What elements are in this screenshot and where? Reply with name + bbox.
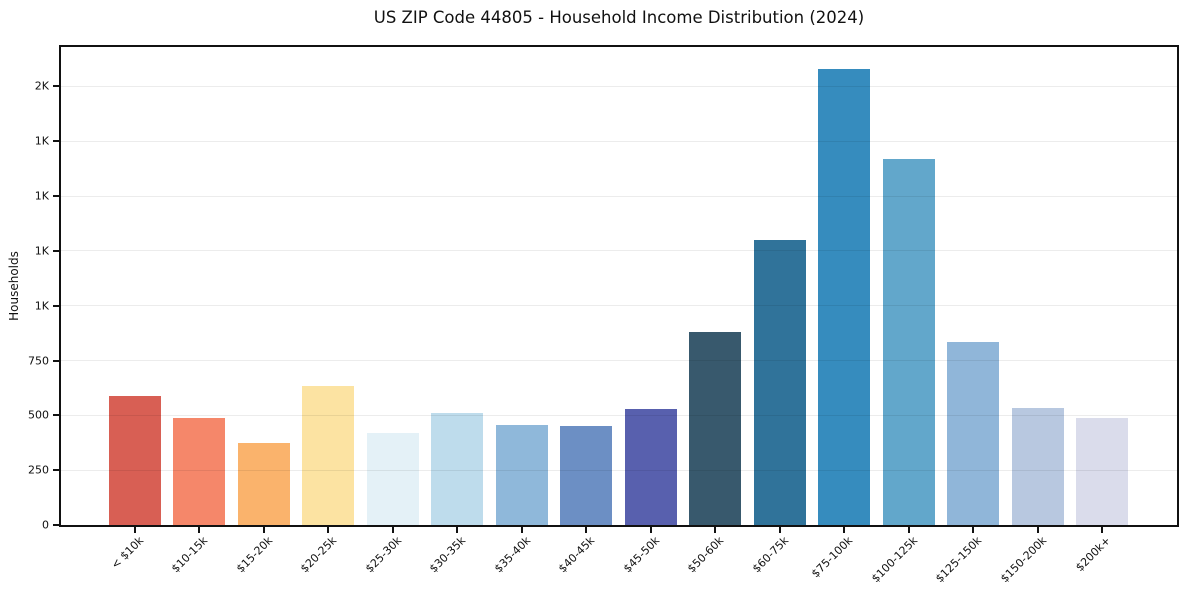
gridline: [61, 250, 1177, 252]
x-tick-mark: [456, 527, 459, 533]
chart-title: US ZIP Code 44805 - Household Income Dis…: [373, 8, 865, 27]
bar: [1076, 418, 1129, 525]
y-tick-label: 1K: [34, 189, 49, 203]
bar: [1011, 408, 1064, 525]
gridline: [61, 195, 1177, 197]
bar: [366, 433, 419, 525]
bar: [109, 395, 161, 525]
y-tick-label: 750: [28, 354, 49, 368]
x-tick-mark: [1101, 527, 1104, 533]
bar: [560, 425, 613, 525]
x-tick-mark: [585, 527, 588, 533]
x-tick-mark: [972, 527, 975, 533]
bar: [689, 332, 742, 525]
bar: [947, 342, 1000, 525]
bar: [624, 409, 677, 525]
gridline: [61, 360, 1177, 362]
x-tick-mark: [327, 527, 330, 533]
x-tick-mark: [778, 527, 781, 533]
y-tick-label: 250: [28, 463, 49, 477]
y-tick-label: 500: [28, 408, 49, 422]
bar: [302, 386, 355, 525]
gridline: [61, 469, 1177, 471]
y-tick-label: 0: [42, 518, 49, 532]
x-tick-mark: [134, 527, 136, 533]
y-tick-mark: [53, 140, 59, 143]
y-tick-mark: [53, 195, 59, 198]
bar: [237, 443, 290, 525]
plot-area: [59, 45, 1179, 527]
gridline: [61, 85, 1177, 87]
gridline: [61, 414, 1177, 416]
y-tick-label: 1K: [34, 134, 49, 148]
x-tick-mark: [843, 527, 846, 533]
bar: [753, 239, 806, 525]
y-tick-label: 1K: [34, 299, 49, 313]
x-tick-mark: [262, 527, 265, 533]
gridline: [61, 305, 1177, 307]
y-tick-mark: [53, 85, 59, 88]
bar: [818, 68, 871, 525]
x-tick-mark: [907, 527, 910, 533]
y-tick-mark: [53, 524, 59, 526]
x-tick-mark: [714, 527, 717, 533]
y-tick-mark: [53, 414, 59, 417]
bar: [882, 159, 935, 525]
x-tick-label: < $10k: [108, 534, 147, 572]
x-tick-mark: [391, 527, 394, 533]
x-tick-mark: [1036, 527, 1039, 533]
bar: [431, 412, 484, 525]
x-tick-mark: [520, 527, 523, 533]
y-tick-mark: [53, 249, 59, 252]
bar: [495, 425, 548, 525]
x-tick-mark: [649, 527, 652, 533]
y-tick-mark: [53, 359, 59, 362]
bar: [173, 417, 226, 525]
y-tick-label: 2K: [34, 79, 49, 93]
x-tick-mark: [198, 527, 201, 533]
gridline: [61, 140, 1177, 142]
y-tick-label: 1K: [34, 244, 49, 258]
y-tick-mark: [53, 304, 59, 307]
y-tick-mark: [53, 469, 59, 472]
